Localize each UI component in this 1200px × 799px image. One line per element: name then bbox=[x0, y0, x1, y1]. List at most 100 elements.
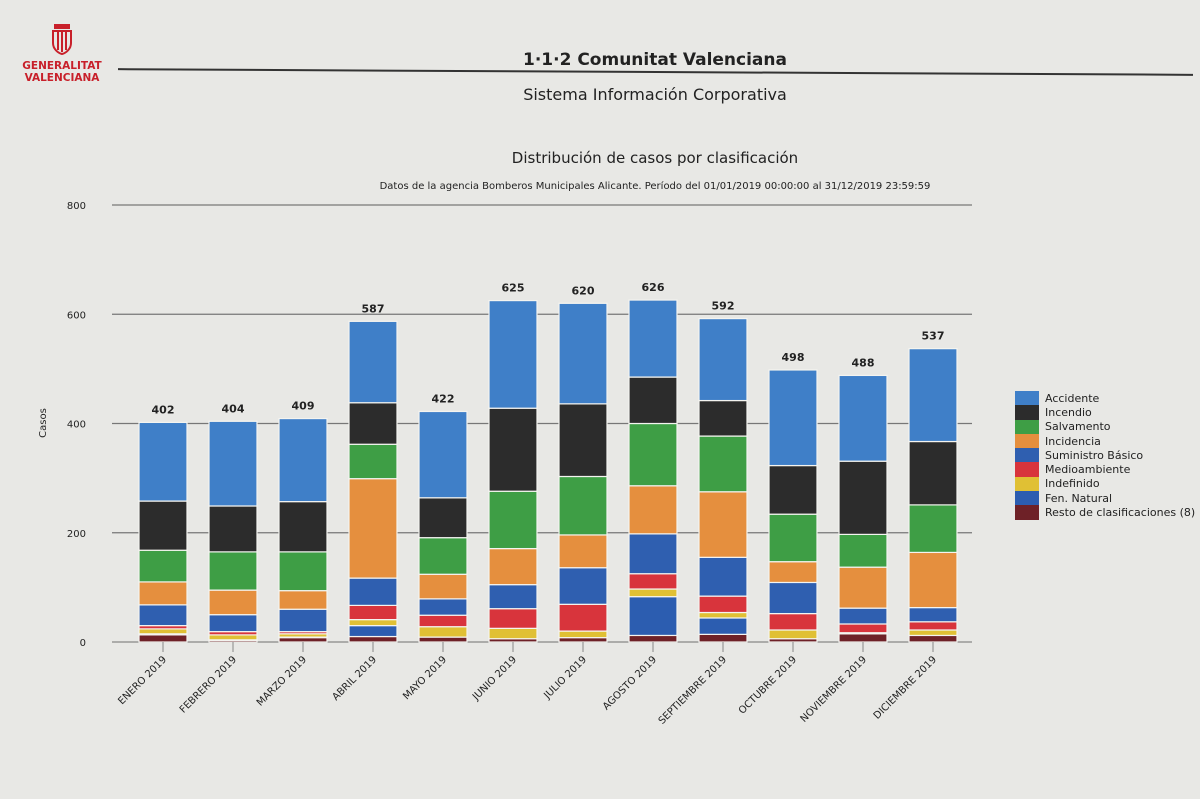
generalitat-logo: GENERALITAT VALENCIANA bbox=[22, 22, 102, 84]
total-label: 422 bbox=[432, 392, 455, 405]
total-label: 404 bbox=[222, 402, 245, 415]
bar-stack bbox=[908, 348, 958, 643]
x-tick-label: JULIO 2019 bbox=[542, 654, 590, 702]
bar-segment bbox=[558, 403, 608, 478]
bar-segment bbox=[838, 633, 888, 643]
bar-stack bbox=[488, 299, 538, 643]
total-label: 498 bbox=[782, 351, 805, 364]
legend-swatch bbox=[1015, 462, 1039, 477]
bar-segment bbox=[768, 369, 818, 467]
bar-segment bbox=[278, 608, 328, 633]
legend-item[interactable]: Fen. Natural bbox=[1015, 491, 1195, 506]
legend-item[interactable]: Accidente bbox=[1015, 391, 1195, 406]
bar-segment bbox=[838, 623, 888, 634]
bar-segment bbox=[558, 567, 608, 605]
legend-item[interactable]: Incendio bbox=[1015, 405, 1195, 420]
bar-segment bbox=[558, 475, 608, 536]
bar-segment bbox=[908, 634, 958, 643]
bar-segment bbox=[768, 561, 818, 584]
bar-segment bbox=[488, 627, 538, 640]
legend-item[interactable]: Indefinido bbox=[1015, 476, 1195, 492]
legend-item[interactable]: Incidencia bbox=[1015, 433, 1195, 449]
bar-segment bbox=[348, 320, 398, 404]
legend-label: Accidente bbox=[1045, 391, 1100, 405]
legend-item[interactable]: Medioambiente bbox=[1015, 462, 1195, 477]
bar-segment bbox=[418, 636, 468, 643]
page-title: 1·1·2 Comunitat Valenciana bbox=[523, 50, 787, 70]
legend-swatch bbox=[1015, 505, 1039, 520]
bar-stack bbox=[138, 421, 188, 643]
total-label: 626 bbox=[642, 281, 665, 294]
bar-segment bbox=[278, 551, 328, 592]
total-label: 587 bbox=[362, 302, 385, 315]
bar-segment bbox=[838, 533, 888, 568]
bar-segment bbox=[348, 619, 398, 627]
bar-segment bbox=[418, 626, 468, 638]
bar-segment bbox=[418, 598, 468, 616]
bar-stack bbox=[278, 417, 328, 643]
bar-stack bbox=[698, 318, 748, 643]
logo-text-line-2: VALENCIANA bbox=[24, 72, 100, 84]
bar-segment bbox=[908, 606, 958, 623]
bar-segment bbox=[908, 621, 958, 631]
bar-segment bbox=[418, 497, 468, 539]
chart-title: Distribución de casos por clasificación bbox=[512, 149, 798, 167]
legend-item[interactable]: Suministro Básico bbox=[1015, 448, 1195, 463]
legend-item[interactable]: Salvamento bbox=[1015, 419, 1195, 434]
legend-label: Suministro Básico bbox=[1045, 448, 1144, 462]
bar-segment bbox=[698, 595, 748, 614]
bar-segment bbox=[698, 435, 748, 493]
x-tick-label: MAYO 2019 bbox=[401, 654, 449, 702]
bar-segment bbox=[558, 603, 608, 632]
bar-segment bbox=[698, 617, 748, 635]
legend-label: Salvamento bbox=[1045, 420, 1111, 434]
bar-segment bbox=[908, 348, 958, 443]
bar-segment bbox=[558, 302, 608, 405]
bar-segment bbox=[278, 501, 328, 553]
bar-segment bbox=[628, 596, 678, 637]
bar-segment bbox=[418, 573, 468, 600]
total-label: 409 bbox=[292, 400, 315, 413]
x-tick-label: ABRIL 2019 bbox=[330, 654, 379, 703]
bar-stack bbox=[558, 302, 608, 643]
total-label: 620 bbox=[572, 284, 595, 297]
legend-label: Fen. Natural bbox=[1045, 491, 1113, 505]
y-tick-label: 200 bbox=[67, 529, 86, 540]
bar-segment bbox=[488, 547, 538, 586]
bar-segment bbox=[348, 604, 398, 621]
x-tick-label: ENERO 2019 bbox=[116, 654, 169, 707]
total-label: 402 bbox=[152, 403, 175, 416]
bar-segment bbox=[138, 421, 188, 502]
bar-segment bbox=[488, 407, 538, 492]
bar-segment bbox=[488, 490, 538, 550]
bar-segment bbox=[208, 589, 258, 616]
x-tick-label: FEBRERO 2019 bbox=[178, 654, 239, 715]
legend-swatch bbox=[1015, 448, 1039, 463]
bar-segment bbox=[278, 590, 328, 610]
bar-segment bbox=[488, 299, 538, 409]
logo-text-line-1: GENERALITAT bbox=[22, 60, 102, 72]
bar-segment bbox=[908, 629, 958, 637]
legend-item[interactable]: Resto de clasificaciones (8) bbox=[1015, 505, 1196, 520]
legend-swatch bbox=[1015, 476, 1039, 492]
bar-stack bbox=[628, 299, 678, 643]
bar-segment bbox=[698, 491, 748, 558]
total-label: 488 bbox=[852, 356, 875, 369]
bar-segment bbox=[138, 500, 188, 551]
bar-segment bbox=[138, 634, 188, 643]
bar-segment bbox=[278, 417, 328, 503]
legend-label: Indefinido bbox=[1045, 477, 1100, 491]
bar-segment bbox=[768, 513, 818, 563]
bar-segment bbox=[348, 402, 398, 445]
legend-label: Resto de clasificaciones (8) bbox=[1045, 506, 1196, 520]
y-axis-label: Casos bbox=[38, 408, 49, 438]
bar-segment bbox=[488, 584, 538, 610]
legend-label: Incidencia bbox=[1045, 434, 1101, 448]
x-tick-label: AGOSTO 2019 bbox=[601, 654, 659, 712]
bar-segment bbox=[768, 629, 818, 640]
bar-stack bbox=[418, 410, 468, 643]
bar-segment bbox=[768, 581, 818, 615]
bar-segment bbox=[488, 608, 538, 629]
legend-swatch bbox=[1015, 433, 1039, 449]
